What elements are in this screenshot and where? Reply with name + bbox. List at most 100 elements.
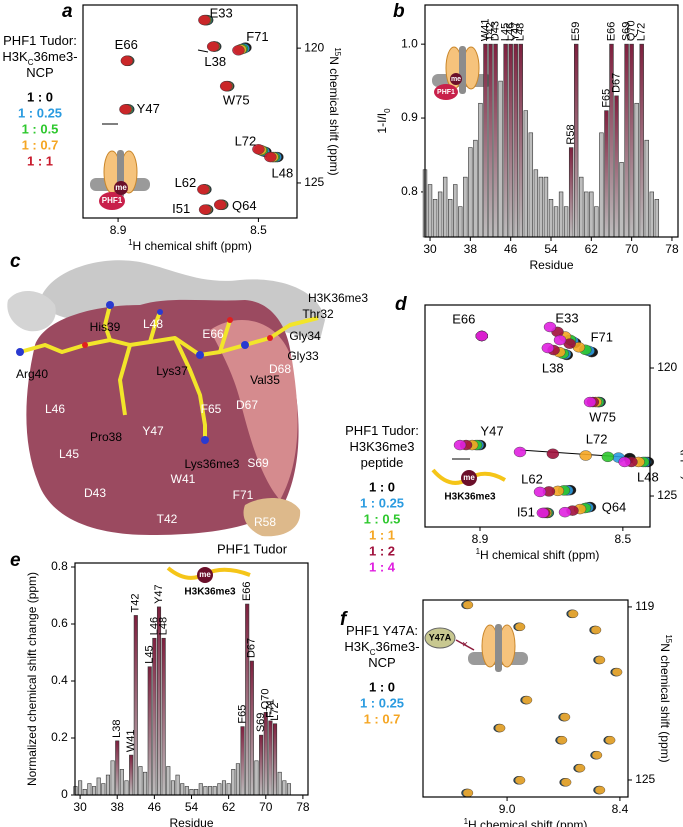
text-part: N chemical shift (ppm) bbox=[327, 56, 341, 175]
peak bbox=[119, 104, 132, 115]
bar-label: L38 bbox=[111, 719, 123, 737]
bar bbox=[453, 184, 458, 238]
peak bbox=[604, 735, 616, 745]
peak bbox=[494, 723, 506, 733]
y-tick-label: 0.6 bbox=[51, 616, 68, 630]
peak bbox=[560, 778, 572, 787]
bar bbox=[96, 777, 101, 796]
peak bbox=[213, 199, 227, 210]
peak bbox=[264, 151, 277, 163]
bar bbox=[478, 102, 483, 238]
bar bbox=[523, 110, 528, 238]
bar bbox=[282, 780, 287, 796]
bar bbox=[221, 780, 227, 796]
peak bbox=[574, 763, 586, 773]
legend-entry: 1 : 4 bbox=[369, 559, 396, 574]
legend-entry: 1 : 1 bbox=[27, 153, 53, 168]
text-part: 1 bbox=[128, 238, 133, 247]
panel-letter: e bbox=[10, 550, 21, 571]
plot-frame bbox=[424, 4, 679, 238]
y-axis-label: 15N chemical shift (ppm) bbox=[680, 352, 683, 480]
peak bbox=[462, 600, 474, 610]
structure-label: His39 bbox=[90, 320, 121, 334]
bar bbox=[180, 783, 185, 796]
bar bbox=[579, 176, 584, 238]
structure-label: W41 bbox=[171, 472, 196, 486]
x-tick-label: 54 bbox=[544, 242, 558, 256]
panel-letter: f bbox=[340, 609, 348, 630]
text-part: 15 bbox=[664, 634, 673, 643]
panel-letter: b bbox=[393, 1, 405, 22]
bar bbox=[644, 139, 649, 238]
bar bbox=[624, 43, 629, 238]
icon-label: me bbox=[451, 76, 461, 83]
x-tick-label: 8.5 bbox=[250, 223, 267, 237]
bar-label: L72 bbox=[636, 23, 648, 41]
peak bbox=[120, 55, 134, 67]
icon-label: PHF1 bbox=[437, 89, 455, 96]
bar-label: T42 bbox=[130, 593, 142, 612]
nucleosome-icon: × bbox=[424, 623, 529, 673]
x-tick-label: 62 bbox=[222, 800, 236, 814]
peak bbox=[591, 750, 603, 760]
bar bbox=[115, 740, 120, 796]
text-part: 1 bbox=[464, 817, 469, 826]
legend-entry: 1 : 1 bbox=[369, 527, 395, 542]
panel-letter: d bbox=[395, 294, 407, 315]
bar bbox=[143, 771, 148, 796]
bar-label: Y47 bbox=[153, 584, 165, 604]
bar-label: D67 bbox=[610, 73, 622, 93]
x-tick-label: 38 bbox=[111, 800, 125, 814]
peptide-sticks bbox=[19, 304, 319, 440]
peak bbox=[197, 184, 210, 195]
bar bbox=[619, 162, 624, 238]
peak bbox=[594, 785, 606, 795]
peptide-icon bbox=[166, 566, 251, 583]
peak bbox=[453, 439, 467, 451]
legend-title: PHF1 Tudor: bbox=[3, 33, 77, 48]
legend-title: H3KC36me3- bbox=[2, 49, 77, 66]
peak-label: L72 bbox=[235, 133, 257, 148]
text-part: H chemical shift (ppm) bbox=[468, 818, 587, 827]
bar bbox=[463, 176, 468, 238]
bar bbox=[208, 786, 213, 796]
peak bbox=[553, 334, 567, 346]
bar-label: Y47 bbox=[510, 22, 522, 42]
peak bbox=[206, 41, 220, 52]
bar bbox=[133, 615, 138, 796]
peak bbox=[198, 14, 211, 26]
structure-label: D43 bbox=[84, 486, 106, 500]
structure-label: S69 bbox=[247, 456, 269, 470]
bar bbox=[170, 780, 175, 796]
bar bbox=[488, 43, 493, 238]
bar bbox=[563, 206, 569, 238]
peak-label: L48 bbox=[637, 469, 659, 484]
bar-label: L45 bbox=[500, 23, 512, 41]
icon-label: me bbox=[463, 473, 475, 482]
legend-entry: 1 : 0 bbox=[369, 479, 395, 494]
bar bbox=[518, 43, 523, 238]
structure-label: T42 bbox=[157, 512, 178, 526]
bar bbox=[432, 199, 438, 238]
peak bbox=[567, 609, 579, 619]
peak bbox=[514, 776, 526, 785]
bar bbox=[82, 788, 87, 796]
bar bbox=[189, 788, 194, 796]
peak-label: L62 bbox=[521, 472, 543, 487]
text-part: Residue bbox=[529, 258, 573, 272]
structure-label: Gly34 bbox=[289, 329, 321, 343]
bar bbox=[437, 191, 443, 238]
bar bbox=[235, 763, 240, 796]
legend-entry: 1 : 0.25 bbox=[360, 495, 404, 510]
peak-label: L62 bbox=[175, 175, 197, 190]
bar-label: W41 bbox=[125, 729, 137, 752]
text-part: H3K36me3 bbox=[349, 439, 414, 454]
bar bbox=[498, 80, 503, 238]
bar bbox=[212, 786, 217, 796]
structure-label: R58 bbox=[254, 515, 276, 529]
bar bbox=[634, 102, 639, 238]
structure-label: L48 bbox=[143, 317, 163, 331]
x-axis-label: 1H chemical shift (ppm) bbox=[476, 547, 600, 563]
bar bbox=[129, 754, 134, 796]
plot-frame bbox=[82, 4, 298, 219]
